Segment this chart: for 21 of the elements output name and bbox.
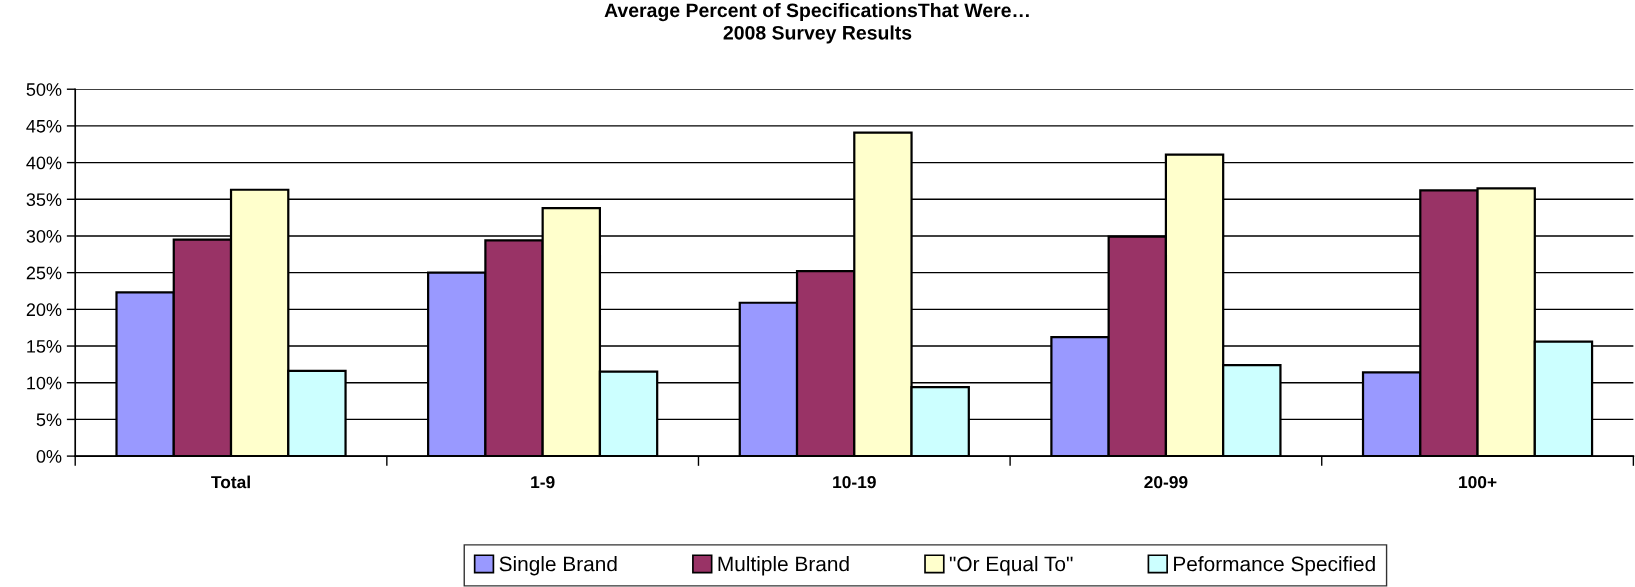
y-tick-label: 45% xyxy=(26,119,62,133)
x-tick-label: Total xyxy=(211,475,250,489)
x-tick-label: 1-9 xyxy=(531,476,555,489)
y-tick-label: 15% xyxy=(27,340,62,353)
x-tick-label: 10-19 xyxy=(833,476,876,489)
legend-label: Peformance Specified xyxy=(1174,555,1375,576)
y-tick-label: 50% xyxy=(26,83,62,96)
y-tick-label: 25% xyxy=(26,266,62,280)
y-tick-label: 0% xyxy=(36,450,62,463)
y-tick-label: 35% xyxy=(26,193,62,207)
y-tick-label: 5% xyxy=(36,413,62,427)
x-tick-label: 100+ xyxy=(1459,476,1497,489)
x-tick-label: 20-99 xyxy=(1144,476,1188,489)
y-tick-label: 40% xyxy=(26,156,62,170)
legend-label: "Or Equal To" xyxy=(949,555,1073,576)
y-tick-label: 20% xyxy=(26,303,62,317)
y-tick-label: 30% xyxy=(26,229,62,243)
legend-label: Multiple Brand xyxy=(718,555,849,576)
legend-label: Single Brand xyxy=(499,555,617,576)
y-tick-label: 10% xyxy=(27,376,62,390)
chart-title: Average Percent of SpecificationsThat Were… 2008 Survey Results xyxy=(604,2,1029,44)
